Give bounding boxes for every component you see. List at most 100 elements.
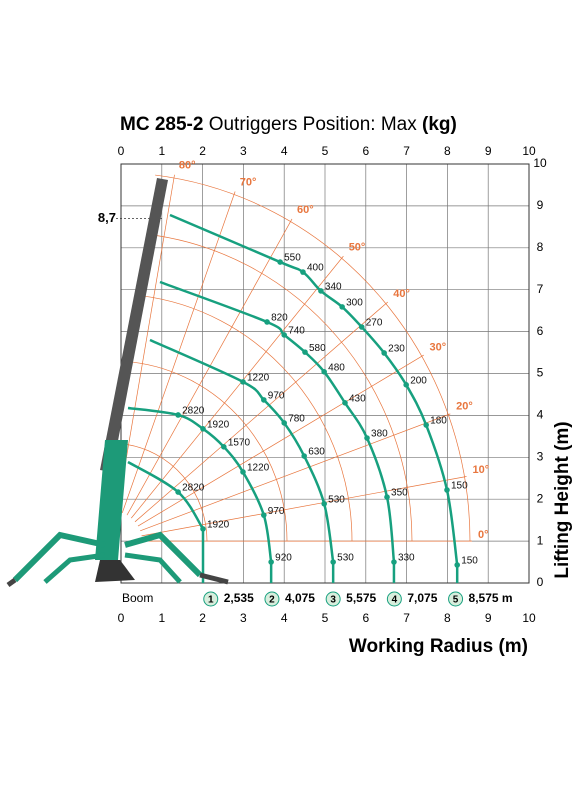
- load-label: 530: [328, 494, 345, 505]
- load-point: [261, 397, 267, 403]
- load-point: [318, 288, 324, 294]
- title-text: Outriggers Position: Max: [209, 114, 418, 135]
- load-point: [391, 559, 397, 565]
- boom-label: Boom: [122, 591, 153, 605]
- x-tick-label: 6: [362, 611, 369, 625]
- load-label: 150: [461, 556, 478, 567]
- x-tick-label: 10: [522, 611, 536, 625]
- load-label: 180: [430, 416, 447, 427]
- load-label: 1920: [207, 419, 230, 430]
- load-point: [342, 400, 348, 406]
- load-point: [302, 349, 308, 355]
- load-point: [281, 420, 288, 426]
- x-tick-label: 9: [485, 611, 492, 625]
- load-point: [175, 489, 181, 495]
- load-point: [281, 332, 288, 338]
- angle-label: 40°: [393, 288, 410, 300]
- radius-arc: [123, 443, 208, 542]
- angle-line: [121, 174, 175, 492]
- y-tick-label: 7: [537, 282, 544, 296]
- load-point: [175, 412, 181, 418]
- angle-label: 60°: [297, 204, 314, 216]
- angle-label: 10°: [473, 464, 490, 476]
- angle-line: [140, 413, 451, 532]
- title-model: MC 285-2: [120, 114, 203, 135]
- y-axis-label: Lifting Height (m): [552, 421, 573, 578]
- x-tick-label: 5: [322, 611, 329, 625]
- y-tick-label: 5: [537, 366, 544, 380]
- extension-number: 4: [392, 595, 398, 606]
- load-point: [264, 319, 270, 325]
- load-point: [200, 526, 206, 532]
- load-label: 150: [451, 481, 468, 492]
- x-tick-label-top: 8: [444, 144, 451, 158]
- x-tick-label-top: 2: [199, 144, 206, 158]
- y-tick-label: 3: [537, 449, 544, 463]
- load-point: [200, 426, 206, 432]
- y-tick-label: 6: [537, 324, 544, 338]
- y-tick-label: 0: [537, 575, 544, 589]
- x-tick-label-top: 1: [158, 144, 165, 158]
- angle-label: 50°: [349, 242, 366, 254]
- load-label: 200: [410, 375, 427, 386]
- extension-length: 8,575 m: [469, 591, 513, 605]
- radius-arc: [140, 295, 353, 542]
- load-label: 780: [288, 414, 305, 425]
- load-label: 270: [366, 318, 383, 329]
- load-label: 2820: [182, 406, 205, 417]
- x-tick-label: 4: [281, 611, 288, 625]
- y-tick-label: 1: [537, 533, 544, 547]
- extension-badge: [264, 591, 280, 607]
- load-label: 970: [268, 391, 285, 402]
- load-point: [240, 379, 246, 385]
- x-tick-label: 0: [118, 611, 125, 625]
- x-tick-label-top: 10: [522, 144, 536, 158]
- x-tick-label-top: 0: [118, 144, 125, 158]
- load-label: 300: [346, 298, 363, 309]
- load-label: 740: [288, 326, 305, 337]
- crane-drawing: [6, 178, 229, 588]
- load-label: 2820: [182, 483, 205, 494]
- extension-length: 4,075: [285, 591, 315, 605]
- extension-length: 2,535: [224, 591, 254, 605]
- load-point: [300, 269, 306, 275]
- radius-arc: [155, 174, 471, 542]
- y-tick-label: 2: [537, 491, 544, 505]
- load-label: 1570: [228, 437, 251, 448]
- y-tick-label: 9: [537, 198, 544, 212]
- extension-number: 3: [330, 595, 336, 606]
- title-unit: (kg): [422, 114, 457, 135]
- chart-title: MC 285-2 Outriggers Position: Max (kg): [120, 114, 457, 135]
- extension-badge: [325, 591, 341, 607]
- angle-line: [141, 476, 467, 537]
- load-point: [301, 453, 307, 459]
- extension-length: 7,075: [407, 591, 437, 605]
- angle-label: 70°: [240, 177, 257, 189]
- extension-number: 5: [453, 595, 459, 606]
- angle-label: 0°: [478, 529, 489, 541]
- extension-badge: [203, 591, 219, 607]
- load-point: [384, 494, 390, 500]
- load-label: 1920: [207, 520, 230, 531]
- extension-badge: [386, 591, 402, 607]
- y-tick-label: 10: [533, 156, 547, 170]
- load-point: [277, 259, 283, 265]
- load-point: [454, 562, 460, 568]
- load-label: 350: [391, 488, 408, 499]
- load-label: 920: [275, 553, 292, 564]
- x-tick-label-top: 6: [362, 144, 369, 158]
- x-tick-label: 1: [158, 611, 165, 625]
- load-label: 480: [328, 362, 345, 373]
- x-tick-label: 2: [199, 611, 206, 625]
- height-marker-label: 8,7: [98, 210, 116, 225]
- radius-arc: [148, 234, 413, 542]
- angle-label: 80°: [179, 160, 196, 172]
- x-tick-label-top: 3: [240, 144, 247, 158]
- x-tick-label: 7: [403, 611, 410, 625]
- angle-line: [131, 255, 344, 519]
- load-label: 530: [337, 553, 354, 564]
- x-tick-label-top: 5: [322, 144, 329, 158]
- load-point: [364, 435, 370, 441]
- x-tick-label-top: 9: [485, 144, 492, 158]
- y-tick-label: 8: [537, 240, 544, 254]
